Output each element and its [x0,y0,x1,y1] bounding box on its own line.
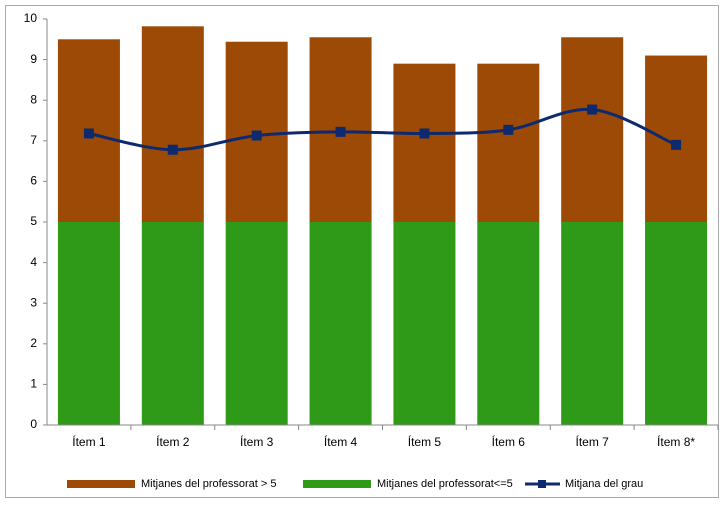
y-tick-label: 2 [30,336,37,350]
marker [251,130,262,141]
marker [503,124,514,135]
bar [57,222,120,425]
y-tick-label: 5 [30,214,37,228]
y-tick-label: 0 [30,417,37,431]
marker [335,126,346,137]
y-tick-label: 9 [30,52,37,66]
marker [671,139,682,150]
bar [393,63,456,222]
x-tick-label: Ítem 8* [657,434,695,449]
y-tick-label: 3 [30,295,37,309]
bar [225,222,288,425]
marker [167,144,178,155]
legend-label: Mitjanes del professorat<=5 [377,478,513,490]
x-tick-label: Ítem 7 [576,434,610,449]
y-tick-label: 10 [24,11,38,25]
x-tick-label: Ítem 4 [324,434,358,449]
legend-swatch [67,480,135,488]
y-tick-label: 7 [30,133,37,147]
bar [645,222,708,425]
y-tick-label: 8 [30,92,37,106]
y-tick-label: 4 [30,255,37,269]
bar [645,55,708,222]
legend-label: Mitjana del grau [565,478,643,490]
legend-label: Mitjanes del professorat > 5 [141,478,276,490]
line [88,107,677,152]
x-tick-label: Ítem 6 [492,434,526,449]
marker [83,128,94,139]
x-tick-label: Ítem 2 [156,434,190,449]
bar [477,63,540,222]
bar [477,222,540,425]
bar [141,222,204,425]
y-tick-label: 1 [30,377,37,391]
marker [587,104,598,115]
bar [393,222,456,425]
x-tick-label: Ítem 1 [72,434,106,449]
marker [419,128,430,139]
bar [141,26,204,223]
x-tick-label: Ítem 3 [240,434,274,449]
legend-swatch [303,480,371,488]
bar [309,222,372,425]
x-tick-label: Ítem 5 [408,434,442,449]
legend-swatch [538,480,546,488]
y-tick-label: 6 [30,174,37,188]
bar [561,222,624,425]
bar [561,37,624,222]
